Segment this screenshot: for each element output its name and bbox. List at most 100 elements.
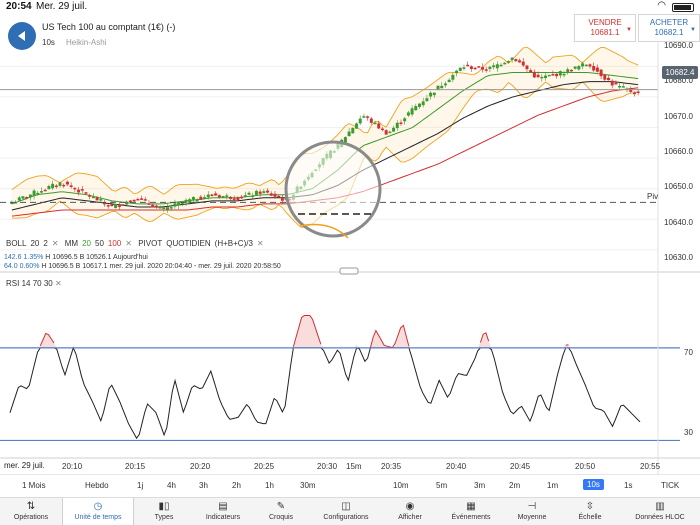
candle-body xyxy=(610,80,614,86)
price-axis-label: 10690.0 xyxy=(664,41,693,50)
layout-icon: ◫ xyxy=(341,501,351,512)
rsi-pane xyxy=(0,314,680,442)
candle-body xyxy=(403,118,407,122)
candle-body xyxy=(106,205,110,207)
candle-body xyxy=(147,203,151,205)
price-axis-label: 10670.0 xyxy=(664,112,693,121)
low-value: B 10617.1 xyxy=(75,263,108,270)
candle-body xyxy=(343,137,347,143)
candle-body xyxy=(592,65,596,71)
candle-body xyxy=(392,127,396,132)
sell-caret-icon: ▼ xyxy=(626,27,632,33)
boll-close-icon[interactable]: ✕ xyxy=(51,239,59,248)
toolbar-types[interactable]: ▮▯ Types xyxy=(134,498,194,525)
x-axis-tick: 20:30 xyxy=(317,462,338,471)
timeframe-10s[interactable]: 10s xyxy=(583,479,604,490)
timeframe-5m[interactable]: 5m xyxy=(436,481,448,490)
candle-body xyxy=(369,118,373,123)
candle-body xyxy=(510,57,514,60)
candle-body xyxy=(473,67,477,70)
candle-body xyxy=(221,196,225,198)
timeframe-3h[interactable]: 3h xyxy=(199,481,208,490)
mm-legend[interactable]: MM xyxy=(64,239,79,248)
x-axis-tick: 20:25 xyxy=(254,462,275,471)
timeframe-hebdo[interactable]: Hebdo xyxy=(85,481,109,490)
mm-close-icon[interactable]: ✕ xyxy=(125,239,132,248)
candle-body xyxy=(621,86,625,88)
boll-legend[interactable]: BOLL xyxy=(6,239,27,248)
pivot-close-icon[interactable]: ✕ xyxy=(256,239,264,248)
timeframe-tick[interactable]: TICK xyxy=(661,481,680,490)
x-axis-date: mer. 29 juil. xyxy=(4,461,45,470)
toolbar-indicateurs[interactable]: ▤ Indicateurs xyxy=(194,498,252,525)
candle-body xyxy=(17,197,21,201)
candle-body xyxy=(80,189,84,191)
rsi-overbought-line xyxy=(369,324,410,349)
candle-body xyxy=(618,85,622,88)
timeframe-1m[interactable]: 1m xyxy=(547,481,559,490)
rsi-legend: RSI 14 70 30 ✕ xyxy=(6,279,62,288)
toolbar-moyenne[interactable]: ⊣ Moyenne xyxy=(504,498,560,525)
toolbar-label: Unité de temps xyxy=(74,514,122,521)
mm-param-20: 20 xyxy=(82,239,91,248)
candle-body xyxy=(532,71,536,78)
timeframe-30m[interactable]: 30m xyxy=(300,481,316,490)
toolbar-echelle[interactable]: ⇳ Échelle xyxy=(560,498,620,525)
timeframe-2m[interactable]: 2m xyxy=(509,481,521,490)
candle-body xyxy=(373,122,377,125)
timeframe-3m[interactable]: 3m xyxy=(474,481,486,490)
toolbar-configurations[interactable]: ◫ Configurations xyxy=(310,498,382,525)
buy-label: ACHETER xyxy=(649,18,689,27)
toolbar-afficher[interactable]: ◉ Afficher xyxy=(382,498,438,525)
toolbar-label: Configurations xyxy=(323,514,369,521)
rsi-overbought-line xyxy=(565,344,569,346)
candle-body xyxy=(599,69,603,77)
candle-body xyxy=(540,76,544,79)
pivot-legend[interactable]: PIVOT xyxy=(138,239,163,248)
timeframe-1j[interactable]: 1j xyxy=(137,481,144,490)
pane-resize-handle[interactable] xyxy=(339,267,359,275)
toolbar-label: Afficher xyxy=(398,514,422,521)
rsi-axis-label: 30 xyxy=(684,428,693,437)
toolbar-unite-de-temps[interactable]: ◷ Unité de temps xyxy=(62,498,134,525)
timeframe-1-mois[interactable]: 1 Mois xyxy=(22,481,46,490)
candle-body xyxy=(551,74,555,76)
toolbar-donnees-hloc[interactable]: ▥ Données HLOC xyxy=(620,498,700,525)
interval-label: 10s xyxy=(42,38,55,47)
buy-button[interactable]: ACHETER 10682.1 ▼ xyxy=(638,14,700,42)
candle-body xyxy=(499,64,503,67)
candle-body xyxy=(258,191,262,194)
info-row-range: 64.0 0.60% H 10696.5 B 10617.1 mer. 29 j… xyxy=(4,263,281,270)
boll-param: 2 xyxy=(43,239,48,248)
back-button[interactable] xyxy=(8,22,36,50)
timeframe-2h[interactable]: 2h xyxy=(232,481,241,490)
rsi-close-icon[interactable]: ✕ xyxy=(55,279,62,288)
candle-body xyxy=(432,92,436,96)
timeframe-1h[interactable]: 1h xyxy=(265,481,274,490)
candle-body xyxy=(636,91,640,94)
rsi-overbought-line xyxy=(39,332,55,347)
candle-body xyxy=(514,59,518,62)
candle-body xyxy=(399,122,403,124)
timeframe-4h[interactable]: 4h xyxy=(167,481,176,490)
candle-body xyxy=(88,195,92,197)
rsi-name[interactable]: RSI xyxy=(6,279,20,288)
toolbar-operations[interactable]: ⇅ Opérations xyxy=(0,498,62,525)
price-axis-label: 10660.0 xyxy=(664,147,693,156)
sell-button[interactable]: VENDRE 10681.1 ▼ xyxy=(574,14,636,42)
scale-icon: ⇳ xyxy=(585,501,595,512)
rsi-param: 30 xyxy=(43,279,53,288)
timeframe-10m[interactable]: 10m xyxy=(393,481,409,490)
toolbar-evenements[interactable]: ▦ Événements xyxy=(438,498,504,525)
candle-body xyxy=(254,190,258,195)
chart-canvas[interactable] xyxy=(0,0,700,474)
back-arrow-icon xyxy=(18,31,25,41)
timeframe-1s[interactable]: 1s xyxy=(624,481,633,490)
candle-body xyxy=(518,60,522,63)
candle-body xyxy=(266,190,270,193)
candle-body xyxy=(351,127,355,134)
toolbar-croquis[interactable]: ✎ Croquis xyxy=(252,498,310,525)
x-axis-tick: 20:40 xyxy=(446,462,467,471)
candle-body xyxy=(188,199,192,203)
candle-body xyxy=(451,74,455,80)
